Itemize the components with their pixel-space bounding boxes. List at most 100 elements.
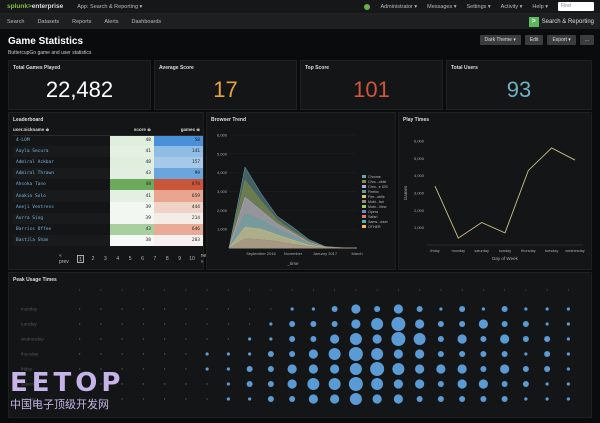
more-button[interactable]: ... <box>579 35 594 45</box>
app-badge[interactable]: > Search & Reporting <box>528 15 594 28</box>
usage-bubble <box>227 308 230 310</box>
pager-page[interactable]: 9 <box>178 256 182 262</box>
legend-label: Chrome <box>368 175 381 179</box>
table-row[interactable]: Aneji Ventress 39 444 <box>13 201 203 213</box>
edit-button[interactable]: Edit <box>524 35 544 45</box>
pagination: « prev 12 3 4 5 6 7 8 9 10 next » <box>59 253 213 265</box>
usage-bubble <box>415 319 425 329</box>
nav-datasets[interactable]: Datasets <box>37 18 60 25</box>
play-times-panel: Play Times 1,000 2,000 3,000 4,000 5,000 6,00… <box>398 112 592 270</box>
usage-bubble <box>524 352 528 356</box>
nav-reports[interactable]: Reports <box>72 18 92 25</box>
pager-page[interactable]: 3 <box>104 256 107 262</box>
admin-menu[interactable]: Administrator ▾ <box>380 3 418 10</box>
usage-bubble <box>416 306 423 312</box>
usage-bubble <box>522 321 529 327</box>
usage-bubble <box>308 349 318 359</box>
kpi-label: Total Games Played <box>13 65 61 71</box>
pager-page[interactable]: 7 <box>153 256 157 262</box>
y-tick-label: 5,000 <box>414 156 425 161</box>
usage-bubble <box>370 362 385 376</box>
activity-menu[interactable]: Activity ▾ <box>500 3 523 10</box>
pager-page[interactable]: 6 <box>141 256 144 262</box>
games-cell: 878 <box>153 179 203 191</box>
y-tick-label: 4,000 <box>217 170 228 175</box>
pager-page[interactable]: 1 <box>76 255 85 263</box>
column-header-score[interactable]: score ≑ <box>109 126 154 136</box>
y-tick-label: 5,000 <box>217 151 228 156</box>
table-row[interactable]: Aurra Sing 39 214 <box>13 212 203 224</box>
legend-label: Opera <box>368 210 378 214</box>
score-cell: 43 <box>109 223 154 235</box>
usage-bubble <box>372 334 382 344</box>
pager-page[interactable]: 2 <box>91 256 95 262</box>
usage-bubble <box>163 338 166 340</box>
pager-page[interactable]: 10 <box>189 256 195 262</box>
x-tick-label: September 2016 <box>246 251 276 256</box>
status-indicator-icon <box>364 3 371 10</box>
find-input[interactable]: Find <box>558 2 594 11</box>
messages-menu[interactable]: Messages ▾ <box>427 3 457 10</box>
pager-page[interactable]: 5 <box>128 256 132 262</box>
legend-swatch <box>362 200 366 203</box>
usage-bubble <box>566 307 570 311</box>
help-menu[interactable]: Help ▾ <box>532 3 548 10</box>
settings-menu[interactable]: Settings ▾ <box>466 3 491 10</box>
nav-dashboards[interactable]: Dashboards <box>131 18 162 25</box>
table-row[interactable]: Ahsoka Tano 48 878 <box>13 179 203 191</box>
games-cell: 58 <box>153 135 203 147</box>
nickname-cell: Barriss Offee <box>16 226 52 232</box>
usage-bubble <box>415 364 425 374</box>
legend-label: Chro...obile <box>368 180 386 184</box>
table-row[interactable]: Aayla Secura 41 141 <box>13 146 203 158</box>
usage-bubble <box>185 353 187 355</box>
usage-bubble <box>206 308 208 310</box>
table-row[interactable]: Admiral Thrawn 43 99 <box>13 168 203 180</box>
table-row[interactable]: 4-LOM 48 58 <box>13 135 203 147</box>
usage-bubble <box>457 364 467 374</box>
app-menu[interactable]: App: Search & Reporting ▾ <box>77 3 143 10</box>
usage-bubble <box>248 352 252 356</box>
dark-theme-button[interactable]: Dark Theme ▾ <box>479 35 521 45</box>
score-cell: 48 <box>109 135 154 147</box>
pager-page[interactable]: 8 <box>165 256 169 262</box>
table-row[interactable]: Barriss Offee 43 646 <box>13 223 203 235</box>
table-row[interactable]: Admiral Ackbar 48 157 <box>13 157 203 169</box>
nav-alerts[interactable]: Alerts <box>104 18 119 25</box>
nav-search[interactable]: Search <box>7 18 25 25</box>
table-row[interactable]: Anakin Solo 41 659 <box>13 190 203 202</box>
kpi-average-score: Average Score 17 <box>154 60 297 110</box>
usage-bubble <box>311 307 315 311</box>
usage-bubble <box>393 379 403 389</box>
pager-page[interactable]: 4 <box>116 256 120 262</box>
x-tick-label: March <box>351 251 362 256</box>
nickname-cell: Aurra Sing <box>16 215 44 221</box>
usage-bubble <box>372 394 382 404</box>
usage-bubble <box>142 383 145 385</box>
export-button[interactable]: Export ▾ <box>547 35 576 45</box>
peak-usage-panel: Peak Usage Times monday tuesday wednesday t… <box>8 272 592 418</box>
usage-bubble <box>185 323 187 325</box>
row-label: wednesday <box>21 337 45 342</box>
table-row[interactable]: Bastila Shan 38 283 <box>13 234 203 246</box>
usage-bubble <box>480 366 487 372</box>
pager-next[interactable]: next » <box>200 253 210 265</box>
legend-swatch <box>362 220 366 223</box>
column-header-nickname[interactable]: user.nickname ≑ <box>13 126 110 136</box>
usage-bubble <box>459 351 466 357</box>
nickname-cell: Ahsoka Tano <box>16 182 46 188</box>
usage-bubble <box>121 398 123 400</box>
usage-bubble <box>163 368 166 370</box>
usage-bubble <box>121 368 123 370</box>
usage-bubble <box>205 367 209 371</box>
table-header-row: user.nickname ≑ score ≑ games ≑ <box>13 126 203 136</box>
games-cell: 659 <box>153 190 203 202</box>
score-cell: 39 <box>109 212 154 224</box>
row-label: tuesday <box>21 322 38 327</box>
pager-prev[interactable]: « prev <box>59 253 69 265</box>
usage-bubble <box>248 308 251 310</box>
splunk-logo[interactable]: splunk>enterprise <box>7 3 64 10</box>
usage-bubble <box>349 363 362 375</box>
legend-swatch <box>362 190 366 193</box>
column-header-games[interactable]: games ≑ <box>153 126 203 136</box>
